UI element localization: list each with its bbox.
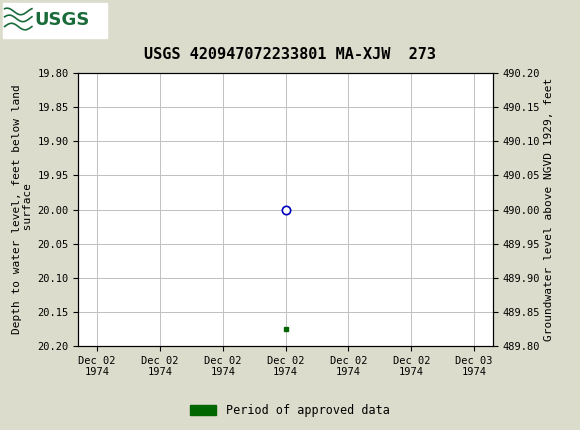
Y-axis label: Depth to water level, feet below land
 surface: Depth to water level, feet below land su… [12, 85, 33, 335]
Text: USGS 420947072233801 MA-XJW  273: USGS 420947072233801 MA-XJW 273 [144, 47, 436, 62]
Text: USGS: USGS [35, 12, 90, 29]
Y-axis label: Groundwater level above NGVD 1929, feet: Groundwater level above NGVD 1929, feet [545, 78, 554, 341]
Legend: Period of approved data: Period of approved data [186, 399, 394, 422]
